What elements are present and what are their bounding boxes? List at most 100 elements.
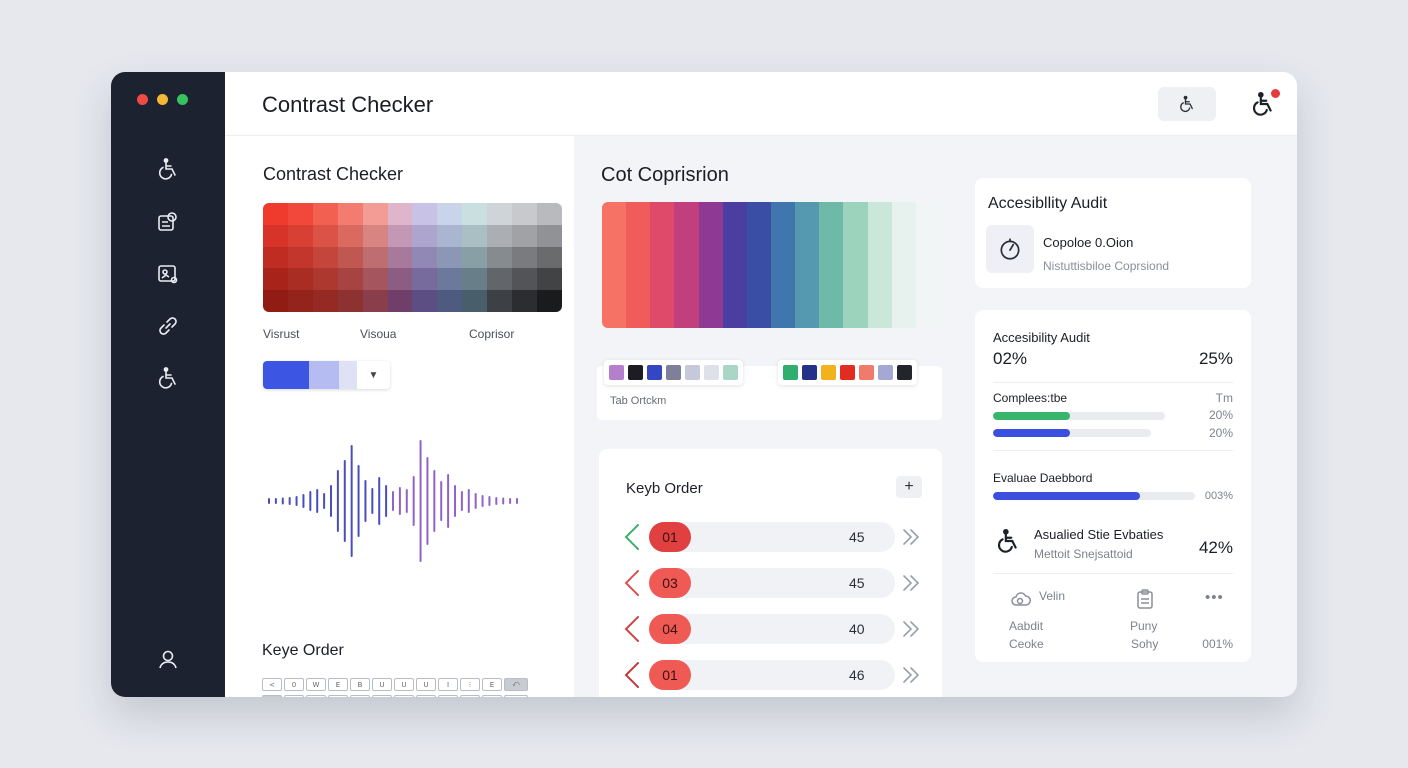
color-stripe[interactable] <box>674 202 699 328</box>
more-icon[interactable]: ••• <box>1205 589 1224 606</box>
palette-chip[interactable] <box>821 365 836 380</box>
palette-chip[interactable] <box>704 365 719 380</box>
accessibility-button[interactable] <box>1158 87 1216 121</box>
palette-chip[interactable] <box>647 365 662 380</box>
palette-chip[interactable] <box>783 365 798 380</box>
grid-color-cell[interactable] <box>337 224 363 247</box>
grid-color-cell[interactable] <box>512 203 538 225</box>
color-stripe[interactable] <box>843 202 868 328</box>
grid-color-cell[interactable] <box>512 268 538 291</box>
grid-color-cell[interactable] <box>387 203 413 225</box>
grid-color-cell[interactable] <box>387 290 413 312</box>
color-stripe[interactable] <box>626 202 651 328</box>
grid-color-cell[interactable] <box>512 224 538 247</box>
audit-gauge-icon[interactable] <box>986 225 1034 273</box>
wheelchair-icon[interactable] <box>154 364 182 392</box>
contrast-color-grid[interactable] <box>263 203 562 312</box>
double-chevron-right-icon[interactable] <box>901 573 921 593</box>
palette-chip[interactable] <box>840 365 855 380</box>
palette-chip[interactable] <box>628 365 643 380</box>
grid-color-cell[interactable] <box>287 268 313 291</box>
grid-color-cell[interactable] <box>437 224 463 247</box>
keyboard-key[interactable]: A <box>284 695 304 697</box>
chevron-left-icon[interactable] <box>623 615 641 643</box>
keyboard-key[interactable]: < <box>262 678 282 691</box>
keyboard-key[interactable]: E <box>482 678 502 691</box>
key-order-row[interactable]: 04 40 <box>623 613 923 645</box>
keyboard-key[interactable]: F <box>350 695 370 697</box>
palette-chips-left[interactable] <box>604 360 743 385</box>
grid-color-cell[interactable] <box>437 290 463 312</box>
grid-color-cell[interactable] <box>287 203 313 225</box>
color-stripe[interactable] <box>867 202 892 328</box>
grid-color-cell[interactable] <box>362 224 388 247</box>
palette-chip[interactable] <box>878 365 893 380</box>
clipboard-icon[interactable] <box>1133 587 1157 611</box>
keyboard-key[interactable]: I <box>438 695 458 697</box>
image-settings-icon[interactable] <box>154 260 182 288</box>
grid-color-cell[interactable] <box>537 246 562 269</box>
grid-color-cell[interactable] <box>412 203 438 225</box>
double-chevron-right-icon[interactable] <box>901 527 921 547</box>
keyboard-key[interactable]: ⁝ <box>460 695 480 697</box>
grid-color-cell[interactable] <box>312 224 338 247</box>
chevron-left-icon[interactable] <box>623 523 641 551</box>
grid-color-cell[interactable] <box>462 203 488 225</box>
palette-chip[interactable] <box>802 365 817 380</box>
user-icon[interactable] <box>154 645 182 673</box>
grid-color-cell[interactable] <box>263 246 288 269</box>
keyboard-key[interactable]: ↵ <box>504 695 528 697</box>
key-order-row[interactable]: 03 45 <box>623 567 923 599</box>
keyboard-key[interactable]: K <box>416 695 436 697</box>
color-stripe[interactable] <box>650 202 675 328</box>
grid-color-cell[interactable] <box>412 246 438 269</box>
keyboard-key[interactable]: B <box>350 678 370 691</box>
grid-color-cell[interactable] <box>487 268 513 291</box>
keyboard-key[interactable]: S <box>306 695 326 697</box>
grid-color-cell[interactable] <box>462 268 488 291</box>
color-stripe[interactable] <box>795 202 820 328</box>
keyboard-key[interactable]: E <box>328 678 348 691</box>
palette-chip[interactable] <box>666 365 681 380</box>
grid-color-cell[interactable] <box>337 290 363 312</box>
grid-color-cell[interactable] <box>263 268 288 291</box>
chevron-down-icon[interactable]: ▼ <box>368 369 379 381</box>
color-stripe[interactable] <box>746 202 771 328</box>
color-stripe[interactable] <box>819 202 844 328</box>
keyboard-key[interactable]: 0 <box>284 678 304 691</box>
grid-color-cell[interactable] <box>437 203 463 225</box>
grid-color-cell[interactable] <box>263 224 288 247</box>
grid-color-cell[interactable] <box>263 203 288 225</box>
keyboard-key[interactable]: G <box>372 695 392 697</box>
keyboard-key[interactable]: U <box>416 678 436 691</box>
color-stripe[interactable] <box>915 202 940 328</box>
palette-chip[interactable] <box>609 365 624 380</box>
keyboard-key[interactable]: ⤺ <box>504 678 528 691</box>
grid-color-cell[interactable] <box>387 246 413 269</box>
grid-color-cell[interactable] <box>487 290 513 312</box>
key-order-row[interactable]: 01 46 <box>623 659 923 691</box>
palette-chip[interactable] <box>685 365 700 380</box>
keyboard-key[interactable]: ⁝ <box>460 678 480 691</box>
grid-color-cell[interactable] <box>312 290 338 312</box>
keyboard-key[interactable]: U <box>372 678 392 691</box>
add-button[interactable]: + <box>896 476 922 498</box>
grid-color-cell[interactable] <box>387 268 413 291</box>
grid-color-cell[interactable] <box>312 246 338 269</box>
grid-color-cell[interactable] <box>512 290 538 312</box>
grid-color-cell[interactable] <box>337 203 363 225</box>
grid-color-cell[interactable] <box>362 290 388 312</box>
grid-color-cell[interactable] <box>287 224 313 247</box>
profile-card-icon[interactable] <box>154 208 182 236</box>
keyboard-key[interactable]: U <box>394 678 414 691</box>
color-stripes[interactable] <box>602 202 940 328</box>
double-chevron-right-icon[interactable] <box>901 619 921 639</box>
grid-color-cell[interactable] <box>537 268 562 291</box>
color-stripe[interactable] <box>602 202 627 328</box>
palette-chip[interactable] <box>859 365 874 380</box>
keyboard-key[interactable]: I <box>438 678 458 691</box>
grid-color-cell[interactable] <box>537 224 562 247</box>
chevron-left-icon[interactable] <box>623 569 641 597</box>
grid-color-cell[interactable] <box>437 268 463 291</box>
